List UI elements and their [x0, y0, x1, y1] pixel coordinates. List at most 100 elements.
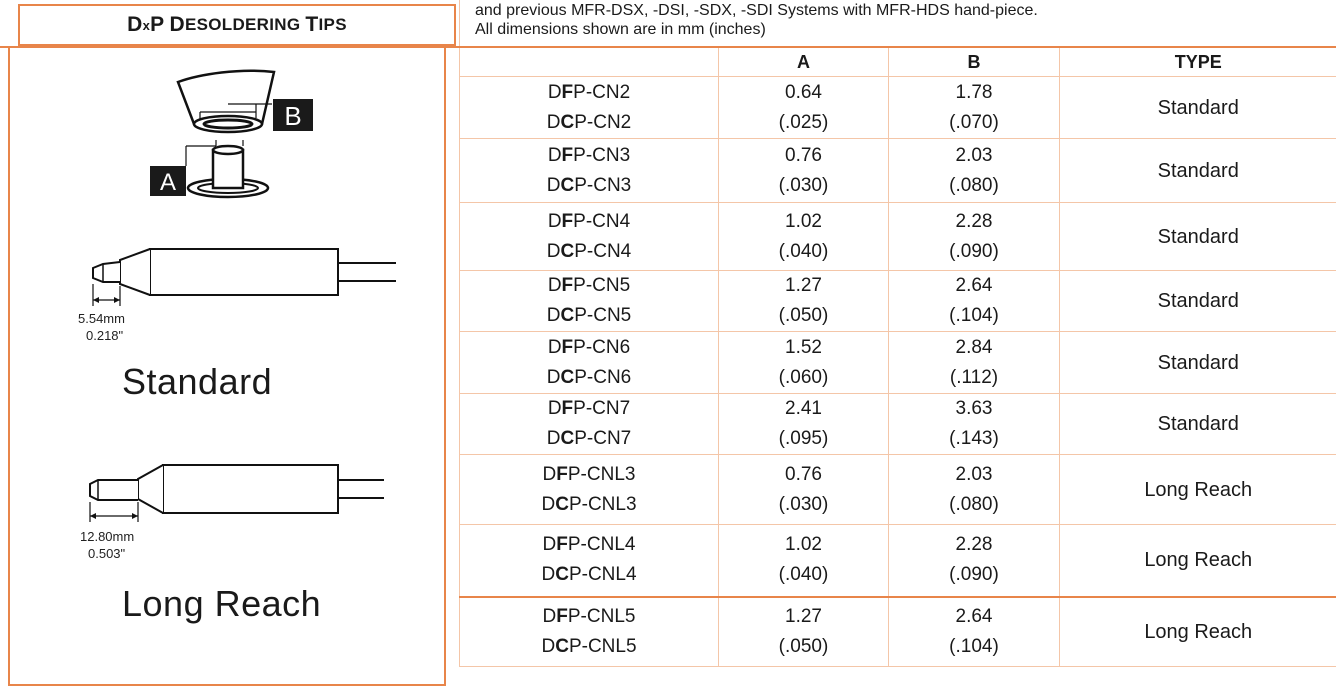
dimension-b-in: (.080) — [889, 490, 1059, 520]
part-number-fp: DFP-CNL3 — [460, 460, 718, 490]
dimension-a-mm: 0.76 — [719, 460, 888, 490]
dimension-b-cell: 3.63 (.143) — [889, 394, 1060, 455]
dimension-b-in: (.104) — [889, 632, 1059, 662]
part-number-cell: DFP-CN7 DCP-CN7 — [460, 394, 719, 455]
part-suffix: P-CN5 — [574, 305, 631, 326]
dimension-b-in: (.070) — [889, 108, 1059, 138]
part-series-letter: C — [560, 428, 574, 449]
part-prefix: D — [547, 305, 561, 326]
dimension-a-in: (.050) — [719, 301, 888, 331]
part-suffix: P-CN4 — [573, 211, 630, 232]
dimension-a-cell: 0.64 (.025) — [719, 77, 889, 139]
dimension-b-mm: 2.03 — [889, 460, 1059, 490]
part-prefix: D — [547, 367, 561, 388]
dimension-a-cell: 1.02 (.040) — [719, 203, 889, 271]
dimension-b-cell: 2.28 (.090) — [889, 525, 1060, 597]
part-prefix: D — [547, 241, 561, 262]
dimension-a-mm: 0.64 — [719, 78, 888, 108]
part-number-fp: DFP-CN5 — [460, 271, 718, 301]
part-number-cp: DCP-CNL3 — [460, 490, 718, 520]
dimension-b-mm: 2.64 — [889, 271, 1059, 301]
part-prefix: D — [547, 428, 561, 449]
dimension-b-mm: 2.64 — [889, 602, 1059, 632]
tip-type-cell: Standard — [1060, 271, 1336, 332]
dimension-a-cell: 2.41 (.095) — [719, 394, 889, 455]
part-prefix: D — [547, 175, 561, 196]
dimension-b-cell: 2.84 (.112) — [889, 332, 1060, 394]
dimension-b-cell: 2.64 (.104) — [889, 597, 1060, 667]
part-prefix: D — [547, 112, 561, 133]
part-number-fp: DFP-CNL4 — [460, 530, 718, 560]
dimension-a-in: (.095) — [719, 424, 888, 454]
part-number-fp: DFP-CN3 — [460, 141, 718, 171]
part-prefix: D — [543, 606, 557, 627]
part-number-fp: DFP-CN6 — [460, 333, 718, 363]
table-row: DFP-CNL3 DCP-CNL3 0.76 (.030) 2.03 (.080… — [460, 455, 1336, 525]
tip-diagrams: B A — [0, 0, 450, 668]
long-reach-dimension-mm: 12.80mm — [80, 528, 134, 545]
long-reach-dimension: 12.80mm 0.503" — [80, 528, 134, 562]
dimension-a-in: (.050) — [719, 632, 888, 662]
part-series-letter: F — [562, 145, 574, 166]
part-number-cp: DCP-CNL4 — [460, 560, 718, 590]
part-series-letter: F — [556, 534, 568, 555]
dimension-a-cell: 1.27 (.050) — [719, 597, 889, 667]
table-row: DFP-CN2 DCP-CN2 0.64 (.025) 1.78 (.070) … — [460, 77, 1336, 139]
part-suffix: P-CNL4 — [568, 534, 636, 555]
part-suffix: P-CN6 — [574, 367, 631, 388]
dimension-a-cell: 1.52 (.060) — [719, 332, 889, 394]
dimension-a-mm: 1.27 — [719, 602, 888, 632]
dimension-b-cell: 2.03 (.080) — [889, 455, 1060, 525]
tip-type-cell: Standard — [1060, 139, 1336, 203]
header-note-line-1: and previous MFR-DSX, -DSI, -SDX, -SDI S… — [475, 1, 1038, 20]
part-number-cp: DCP-CN3 — [460, 171, 718, 201]
part-prefix: D — [548, 211, 562, 232]
dimension-b-in: (.143) — [889, 424, 1059, 454]
dimension-a-in: (.025) — [719, 108, 888, 138]
part-prefix: D — [541, 636, 555, 657]
part-series-letter: F — [562, 82, 574, 103]
dimension-a-mm: 1.52 — [719, 333, 888, 363]
tip-type-cell: Standard — [1060, 394, 1336, 455]
part-number-cp: DCP-CN7 — [460, 424, 718, 454]
dimension-b-cell: 2.64 (.104) — [889, 271, 1060, 332]
part-number-cell: DFP-CNL3 DCP-CNL3 — [460, 455, 719, 525]
dimension-b-cell: 2.28 (.090) — [889, 203, 1060, 271]
part-number-cp: DCP-CN2 — [460, 108, 718, 138]
part-number-cell: DFP-CN2 DCP-CN2 — [460, 77, 719, 139]
standard-dimension: 5.54mm 0.218" — [78, 310, 125, 344]
part-number-fp: DFP-CN7 — [460, 394, 718, 424]
table-row: DFP-CN5 DCP-CN5 1.27 (.050) 2.64 (.104) … — [460, 271, 1336, 332]
part-series-letter: C — [555, 564, 569, 585]
part-series-letter: F — [562, 211, 574, 232]
part-series-letter: C — [560, 305, 574, 326]
dimension-a-in: (.030) — [719, 171, 888, 201]
tip-type-cell: Long Reach — [1060, 525, 1336, 597]
table-row: DFP-CN7 DCP-CN7 2.41 (.095) 3.63 (.143) … — [460, 394, 1336, 455]
dimension-a-cell: 1.27 (.050) — [719, 271, 889, 332]
part-number-cp: DCP-CN5 — [460, 301, 718, 331]
standard-label: Standard — [122, 361, 272, 403]
long-reach-label: Long Reach — [122, 583, 321, 625]
dimension-a-cell: 1.02 (.040) — [719, 525, 889, 597]
part-series-letter: F — [556, 606, 568, 627]
part-prefix: D — [541, 494, 555, 515]
part-series-letter: F — [562, 275, 574, 296]
dimension-a-mm: 1.02 — [719, 207, 888, 237]
column-header-b: B — [889, 48, 1060, 77]
header-note-line-2: All dimensions shown are in mm (inches) — [475, 20, 1038, 39]
part-series-letter: C — [560, 112, 574, 133]
part-prefix: D — [548, 275, 562, 296]
dimension-a-in: (.040) — [719, 560, 888, 590]
part-number-cp: DCP-CN6 — [460, 363, 718, 393]
part-series-letter: F — [562, 337, 574, 358]
label-a: A — [160, 169, 176, 196]
funnel-tip-diagram: B — [178, 71, 313, 132]
header-note: and previous MFR-DSX, -DSI, -SDX, -SDI S… — [475, 1, 1038, 39]
tip-type-cell: Long Reach — [1060, 455, 1336, 525]
column-header-type: TYPE — [1060, 48, 1336, 77]
dimension-b-cell: 1.78 (.070) — [889, 77, 1060, 139]
dimension-b-mm: 2.28 — [889, 530, 1059, 560]
dimension-b-in: (.090) — [889, 560, 1059, 590]
part-suffix: P-CN3 — [574, 175, 631, 196]
